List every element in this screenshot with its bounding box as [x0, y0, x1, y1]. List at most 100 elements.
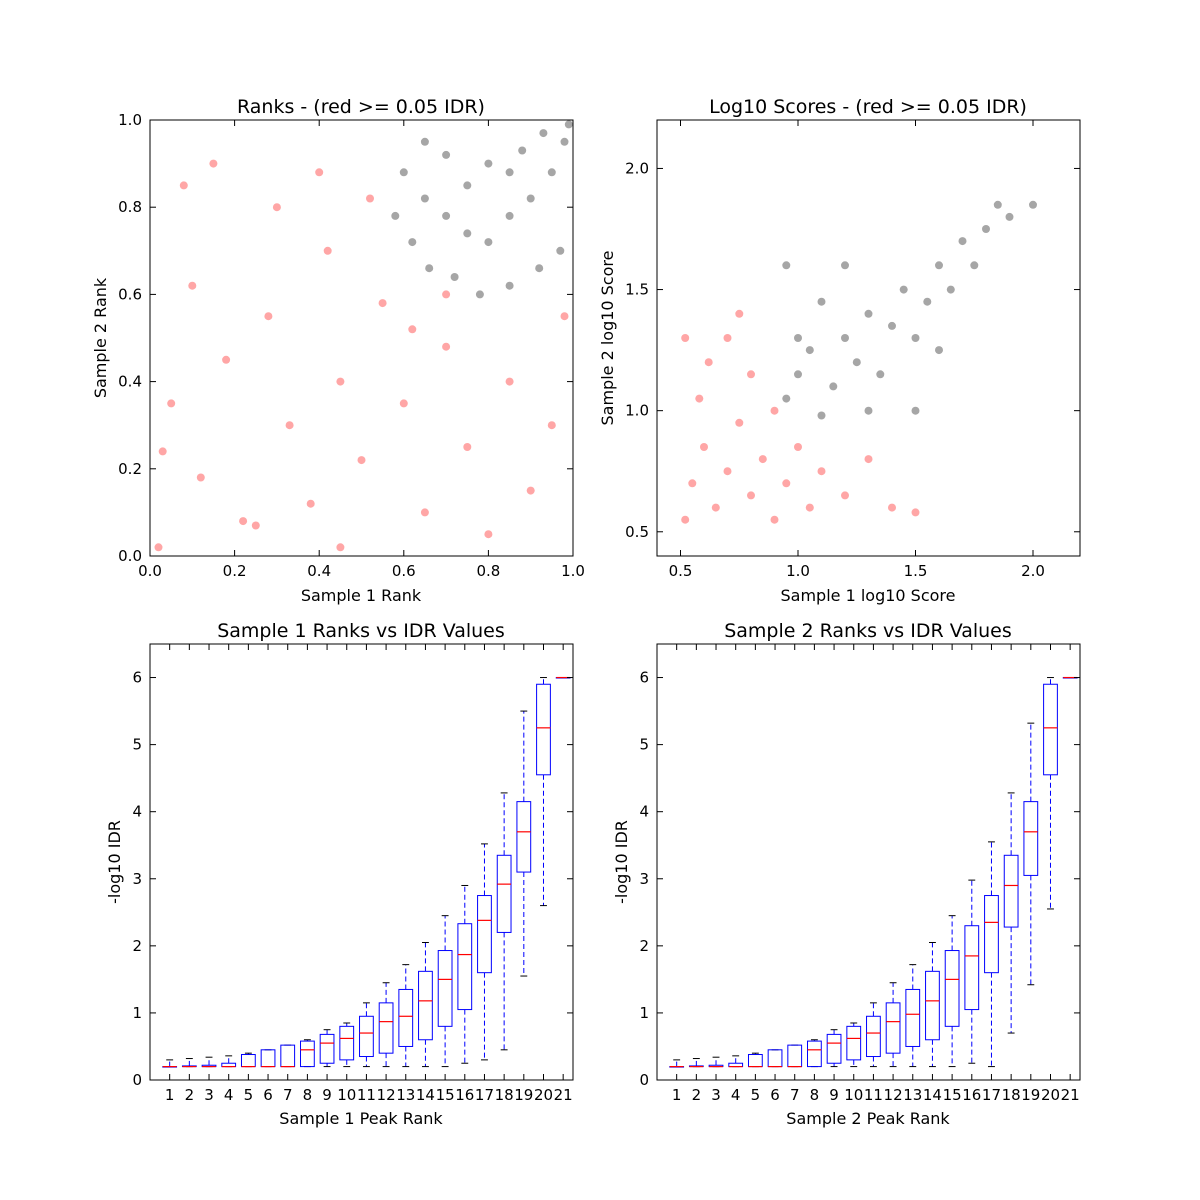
scatter-point	[547, 168, 556, 177]
y-tick-label: 6	[639, 669, 649, 687]
scatter-point	[829, 382, 838, 391]
scatter-point	[747, 491, 755, 500]
scatter-point	[366, 194, 374, 203]
box-body	[516, 801, 532, 873]
ranks-x-axis-label: Sample 1 Rank	[301, 586, 422, 605]
scatter-point	[758, 455, 767, 464]
x-tick-label: 12	[377, 1086, 396, 1104]
scatter-point	[196, 473, 205, 482]
x-tick-label: 10	[337, 1086, 356, 1104]
x-tick-label: 5	[751, 1086, 761, 1104]
sample1-axes-frame	[149, 643, 574, 1081]
scatter-point	[560, 137, 569, 146]
scatter-point	[505, 281, 514, 290]
scatter-point	[475, 290, 484, 299]
x-tick-label: 19	[514, 1086, 533, 1104]
y-tick-label: 0.4	[118, 373, 142, 391]
y-tick-label: 4	[639, 803, 649, 821]
scores-y-axis-label: Sample 2 log10 Score	[598, 251, 617, 426]
x-tick-label: 20	[1041, 1086, 1060, 1104]
x-tick-label: 14	[416, 1086, 435, 1104]
box-body	[944, 950, 960, 1027]
scatter-point	[899, 285, 908, 294]
scatter-point	[770, 515, 779, 524]
y-tick-label: 0.0	[118, 547, 142, 565]
scatter-point	[272, 203, 281, 212]
y-tick-label: 0.2	[118, 460, 142, 478]
scatter-point	[993, 200, 1002, 209]
x-tick-label: 19	[1021, 1086, 1040, 1104]
y-tick-label: 6	[132, 669, 142, 687]
box-body	[437, 950, 453, 1027]
sample2-box-layer	[669, 676, 1078, 1068]
y-tick-label: 4	[132, 803, 142, 821]
scatter-point	[817, 467, 826, 476]
scatter-point	[315, 168, 324, 177]
panel-ranks-scatter: 0.0 0.2 0.4 0.6 0.8 1.0 0.0 0.2 0.4 0.6 0.8 1.0 Ran…	[91, 96, 585, 605]
y-tick-label: 0.8	[118, 198, 142, 216]
y-tick-label: 0.6	[118, 285, 142, 303]
scatter-point	[547, 421, 556, 430]
scatter-point	[864, 406, 873, 415]
x-tick-label: 15	[436, 1086, 455, 1104]
box-body	[359, 1015, 374, 1058]
x-tick-label: 2	[692, 1086, 702, 1104]
panel-scores-scatter: 0.5 1.0 1.5 2.0 0.5 1.0 1.5 2.0 Log10 Scores - …	[598, 96, 1081, 605]
scatter-point	[911, 406, 920, 415]
x-tick-label: 20	[534, 1086, 553, 1104]
scatter-point	[209, 159, 218, 168]
scatter-point	[688, 479, 697, 488]
scatter-point	[505, 168, 514, 177]
scatter-point	[535, 264, 544, 273]
box-body	[378, 1002, 394, 1054]
scores-tick-layer: 0.5 1.0 1.5 2.0 0.5 1.0 1.5 2.0	[625, 120, 1080, 580]
x-tick-label: 16	[455, 1086, 474, 1104]
scatter-point	[841, 491, 849, 500]
scatter-point	[391, 211, 400, 220]
scatter-point	[723, 334, 732, 342]
scatter-point	[794, 370, 802, 379]
x-tick-label: 1	[165, 1086, 175, 1104]
scatter-point	[518, 146, 527, 155]
box-body	[1003, 854, 1019, 928]
ranks-y-axis-label: Sample 2 Rank	[91, 277, 110, 398]
y-tick-label: 2	[639, 937, 649, 955]
scatter-point	[805, 503, 814, 512]
scatter-point	[323, 246, 332, 255]
box-body	[339, 1025, 355, 1061]
x-tick-label: 0.6	[392, 562, 416, 580]
ranks-point-layer	[154, 120, 573, 552]
x-tick-label: 11	[357, 1086, 376, 1104]
scatter-point	[935, 261, 943, 270]
scatter-point	[841, 261, 849, 270]
box-body	[905, 988, 921, 1047]
scatter-point	[681, 515, 690, 524]
scatter-point	[946, 285, 955, 294]
y-tick-label: 1.5	[625, 281, 649, 299]
box-body	[1043, 683, 1058, 776]
scores-axes-frame	[656, 119, 1081, 557]
x-tick-label: 21	[1061, 1086, 1080, 1104]
sample1-chart-title: Sample 1 Ranks vs IDR Values	[217, 620, 505, 642]
scatter-point	[336, 543, 345, 552]
scatter-point	[782, 261, 791, 270]
scatter-point	[888, 503, 896, 512]
y-tick-label: 0	[132, 1071, 142, 1089]
panel-sample2-idr-box: 1 2 3 4 5 6 7 8 9 10 11 12 13 14 15 16 17 18 19 20 210123456…	[612, 620, 1081, 1128]
y-tick-label: 1.0	[118, 111, 142, 129]
y-tick-label: 3	[132, 870, 142, 888]
scatter-point	[484, 238, 493, 247]
scatter-point	[723, 467, 732, 476]
scatter-point	[805, 346, 814, 355]
scatter-point	[336, 377, 345, 386]
scatter-point	[420, 508, 429, 517]
y-tick-label: 0.5	[625, 523, 649, 541]
scatter-point	[1005, 212, 1014, 221]
box-body	[866, 1015, 881, 1058]
scatter-point	[285, 421, 294, 430]
scatter-point	[420, 137, 429, 146]
x-tick-label: 2.0	[1021, 562, 1045, 580]
x-tick-label: 0.2	[223, 562, 247, 580]
